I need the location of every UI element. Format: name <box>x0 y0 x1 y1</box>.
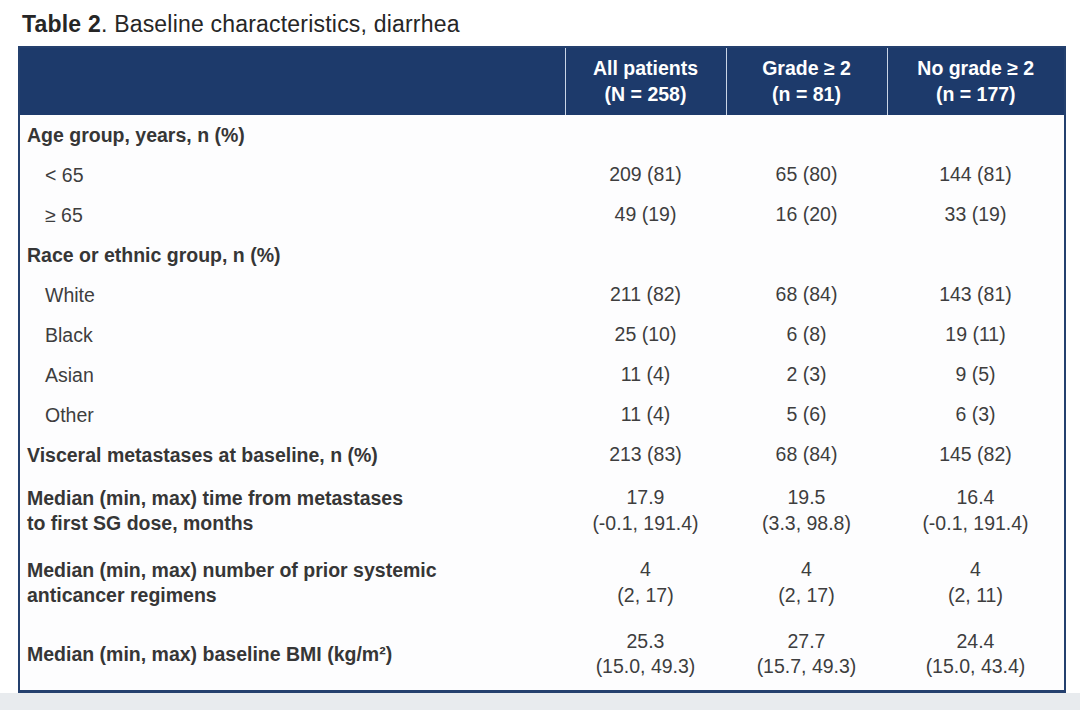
row-label: ≥ 65 <box>19 195 565 235</box>
row-label: White <box>19 275 565 315</box>
row-median-prior-regimens: Median (min, max) number of prior system… <box>19 547 1065 619</box>
cell-all-patients: 17.9 (-0.1, 191.4) <box>565 475 726 547</box>
cell-all-patients: 25.3 (15.0, 49.3) <box>565 619 726 691</box>
table-caption-text: . Baseline characteristics, diarrhea <box>101 11 460 37</box>
cell-all-patients: 211 (82) <box>565 275 726 315</box>
row-median-baseline-bmi: Median (min, max) baseline BMI (kg/m²) 2… <box>19 619 1065 691</box>
cell-all-patients: 11 (4) <box>565 355 726 395</box>
cell-no-grade-ge2: 19 (11) <box>887 315 1065 355</box>
row-label: Median (min, max) number of prior system… <box>19 547 565 619</box>
cell-grade-ge2: 2 (3) <box>726 355 887 395</box>
cell-all-patients: 49 (19) <box>565 195 726 235</box>
background-strip <box>0 693 1080 710</box>
table-header: All patients (N = 258) Grade ≥ 2 (n = 81… <box>19 47 1065 115</box>
cell-grade-ge2: 19.5 (3.3, 98.8) <box>726 475 887 547</box>
cell-grade-ge2: 65 (80) <box>726 155 887 195</box>
cell-all-patients: 213 (83) <box>565 435 726 475</box>
row-label: Age group, years, n (%) <box>19 115 1065 155</box>
row-visceral-metastases: Visceral metastases at baseline, n (%) 2… <box>19 435 1065 475</box>
cell-no-grade-ge2: 16.4 (-0.1, 191.4) <box>887 475 1065 547</box>
header-grade-ge2: Grade ≥ 2 (n = 81) <box>726 47 887 115</box>
cell-grade-ge2: 16 (20) <box>726 195 887 235</box>
cell-grade-ge2: 68 (84) <box>726 275 887 315</box>
cell-grade-ge2: 5 (6) <box>726 395 887 435</box>
row-median-time-from-metastases: Median (min, max) time from metastases t… <box>19 475 1065 547</box>
row-age-group-section: Age group, years, n (%) <box>19 115 1065 155</box>
header-row-label <box>19 47 565 115</box>
table-caption-number: Table 2 <box>22 11 101 37</box>
row-race-asian: Asian 11 (4) 2 (3) 9 (5) <box>19 355 1065 395</box>
header-all-patients: All patients (N = 258) <box>565 47 726 115</box>
row-race-other: Other 11 (4) 5 (6) 6 (3) <box>19 395 1065 435</box>
baseline-characteristics-table: All patients (N = 258) Grade ≥ 2 (n = 81… <box>18 46 1066 693</box>
cell-all-patients: 209 (81) <box>565 155 726 195</box>
row-age-lt65: < 65 209 (81) 65 (80) 144 (81) <box>19 155 1065 195</box>
cell-grade-ge2: 6 (8) <box>726 315 887 355</box>
cell-no-grade-ge2: 24.4 (15.0, 43.4) <box>887 619 1065 691</box>
row-race-black: Black 25 (10) 6 (8) 19 (11) <box>19 315 1065 355</box>
cell-all-patients: 11 (4) <box>565 395 726 435</box>
row-label: < 65 <box>19 155 565 195</box>
cell-no-grade-ge2: 9 (5) <box>887 355 1065 395</box>
header-no-grade-ge2: No grade ≥ 2 (n = 177) <box>887 47 1065 115</box>
cell-grade-ge2: 27.7 (15.7, 49.3) <box>726 619 887 691</box>
cell-no-grade-ge2: 143 (81) <box>887 275 1065 315</box>
cell-no-grade-ge2: 145 (82) <box>887 435 1065 475</box>
row-label: Race or ethnic group, n (%) <box>19 235 1065 275</box>
row-label: Black <box>19 315 565 355</box>
row-label: Median (min, max) time from metastases t… <box>19 475 565 547</box>
row-label: Visceral metastases at baseline, n (%) <box>19 435 565 475</box>
row-race-section: Race or ethnic group, n (%) <box>19 235 1065 275</box>
row-race-white: White 211 (82) 68 (84) 143 (81) <box>19 275 1065 315</box>
cell-no-grade-ge2: 4 (2, 11) <box>887 547 1065 619</box>
row-label: Other <box>19 395 565 435</box>
cell-all-patients: 25 (10) <box>565 315 726 355</box>
row-label: Asian <box>19 355 565 395</box>
row-label: Median (min, max) baseline BMI (kg/m²) <box>19 619 565 691</box>
header-row: All patients (N = 258) Grade ≥ 2 (n = 81… <box>19 47 1065 115</box>
cell-grade-ge2: 4 (2, 17) <box>726 547 887 619</box>
cell-no-grade-ge2: 33 (19) <box>887 195 1065 235</box>
row-age-ge65: ≥ 65 49 (19) 16 (20) 33 (19) <box>19 195 1065 235</box>
table-caption: Table 2. Baseline characteristics, diarr… <box>22 11 1080 38</box>
cell-no-grade-ge2: 144 (81) <box>887 155 1065 195</box>
cell-all-patients: 4 (2, 17) <box>565 547 726 619</box>
cell-no-grade-ge2: 6 (3) <box>887 395 1065 435</box>
cell-grade-ge2: 68 (84) <box>726 435 887 475</box>
